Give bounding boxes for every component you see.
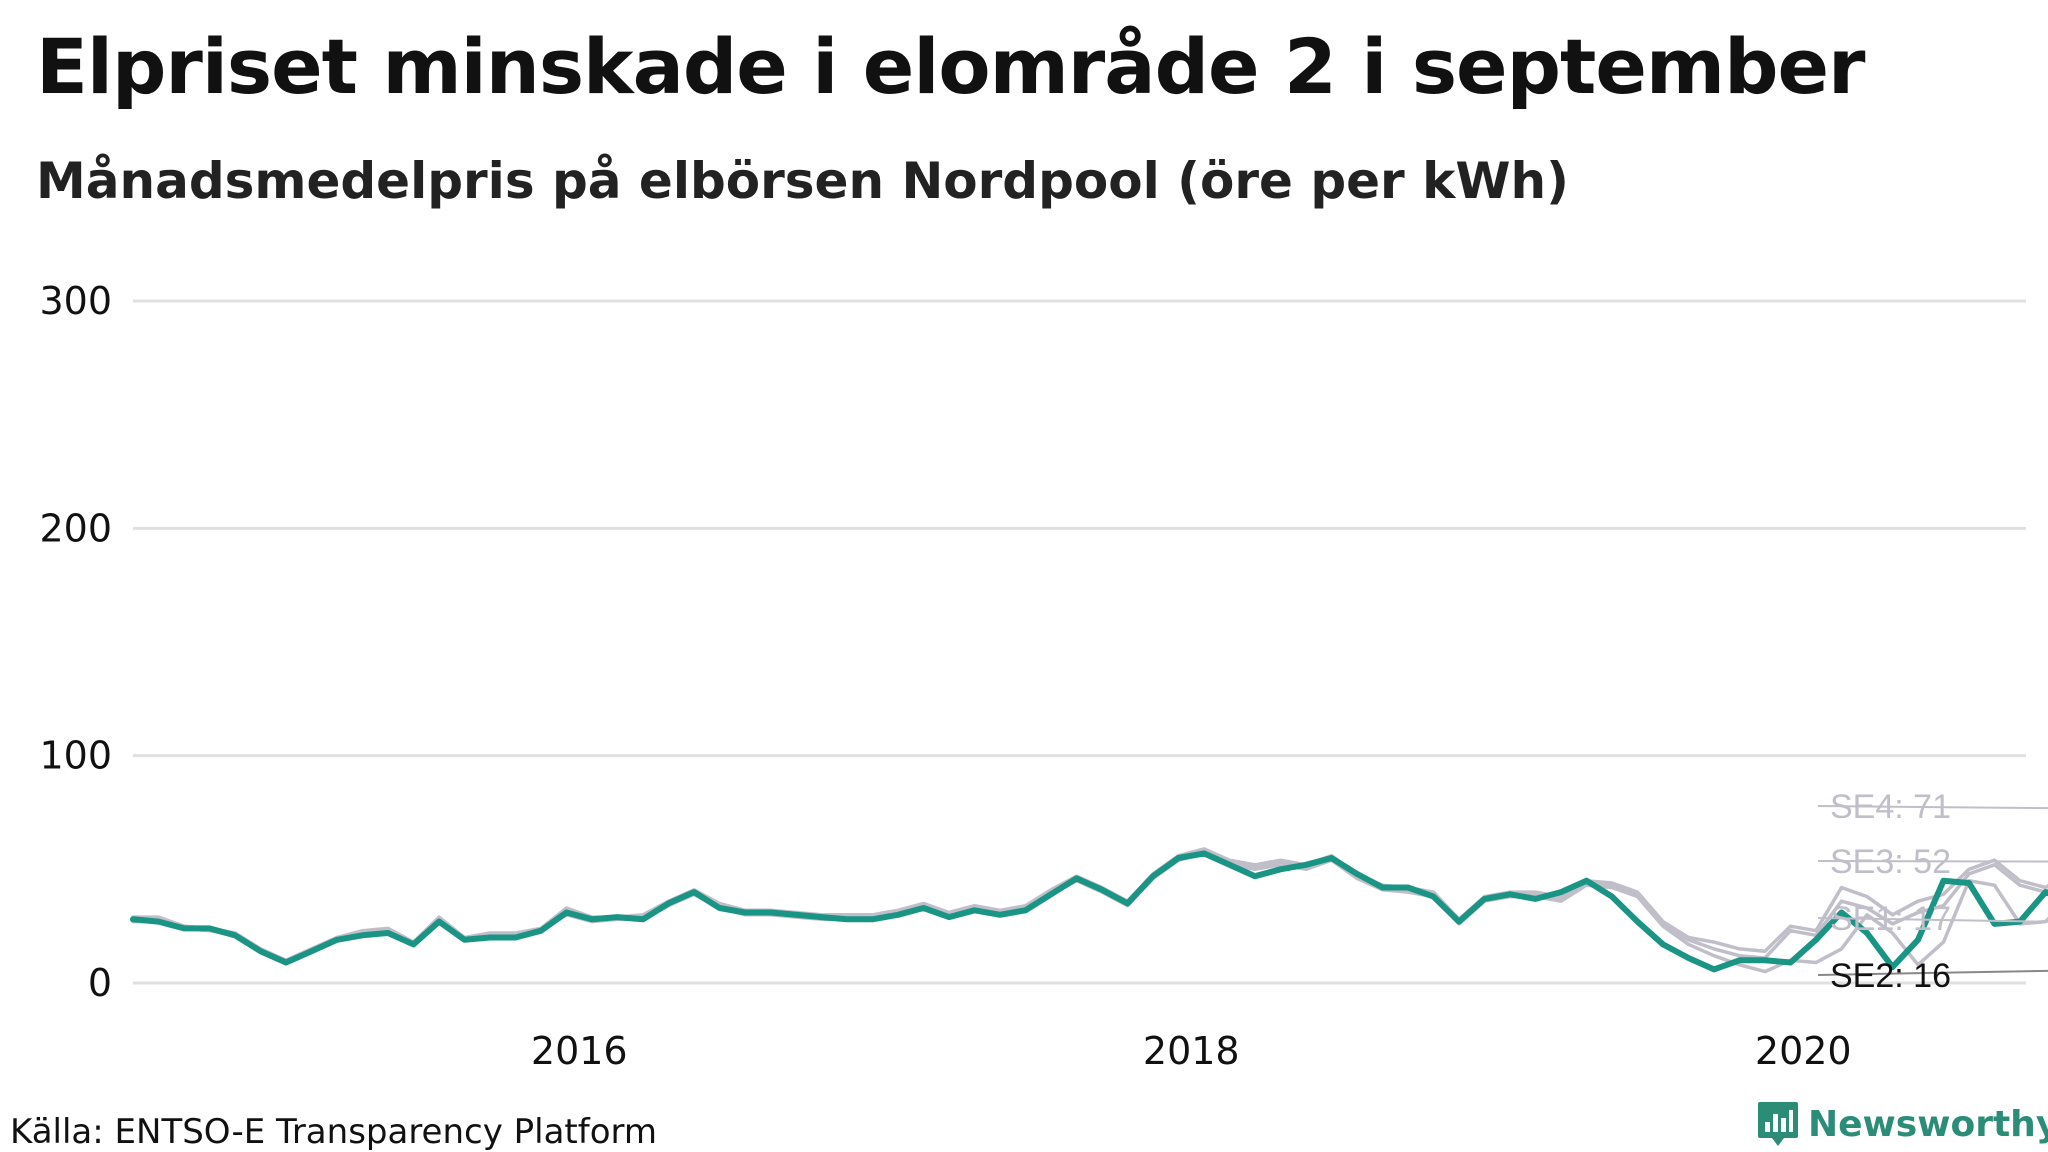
x-tick-label: 2018 xyxy=(1143,1029,1240,1073)
series-label-se3: SE3: 52 xyxy=(1830,843,1951,881)
source-note: Källa: ENTSO-E Transparency Platform xyxy=(10,1112,658,1152)
chart-title: Elpriset minskade i elområde 2 i septemb… xyxy=(36,22,1865,111)
series-label-se2: SE2: 16 xyxy=(1830,957,1951,995)
series-label-se1: SE1: 17 xyxy=(1830,900,1951,938)
series-line-se3 xyxy=(131,849,2048,963)
x-tick-label: 2020 xyxy=(1755,1029,1852,1073)
y-tick-label: 0 xyxy=(88,961,112,1005)
newsworthy-logo-icon xyxy=(1758,1102,1798,1146)
y-tick-label: 300 xyxy=(39,279,112,323)
y-tick-label: 200 xyxy=(39,506,112,550)
brand-name: Newsworthy xyxy=(1808,1103,2048,1145)
brand-logo[interactable]: Newsworthy xyxy=(1756,1100,2048,1148)
chart-subtitle: Månadsmedelpris på elbörsen Nordpool (ör… xyxy=(36,152,1569,210)
series-label-se4: SE4: 71 xyxy=(1830,788,1951,826)
y-tick-label: 100 xyxy=(39,734,112,778)
series-line-se1 xyxy=(131,851,2048,974)
x-tick-label: 2016 xyxy=(531,1029,628,1073)
series-line-se2 xyxy=(130,850,2048,973)
series-line-se4 xyxy=(131,847,2048,963)
